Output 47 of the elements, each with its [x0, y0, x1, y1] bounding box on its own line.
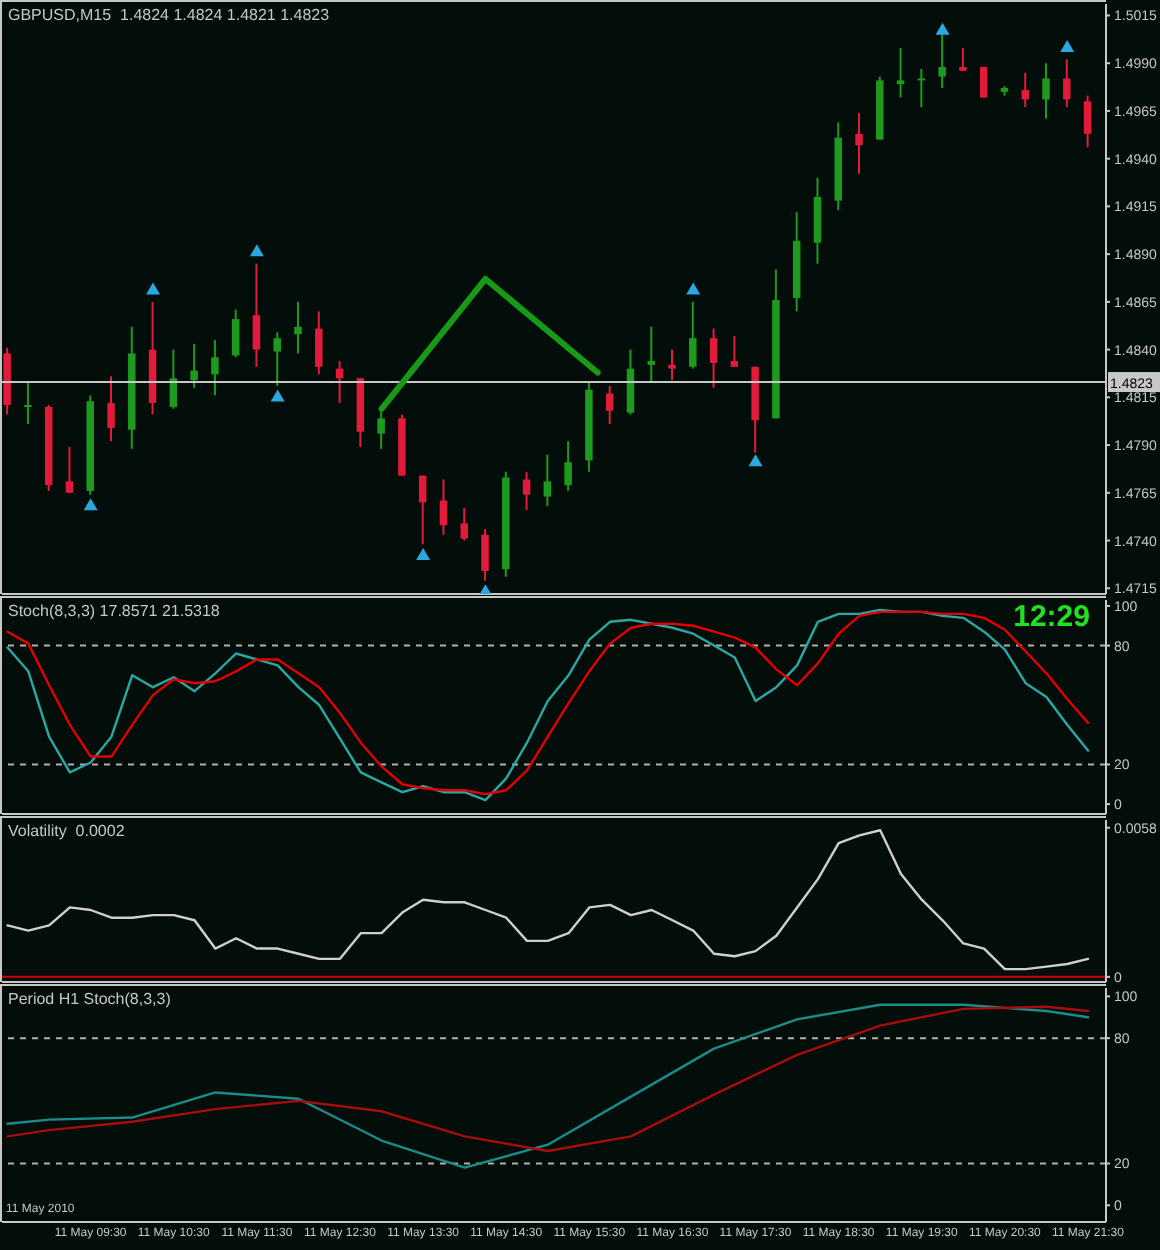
chart-title: Stoch(8,3,3) 17.8571 21.5318 — [8, 602, 220, 620]
candlestick — [439, 478, 448, 536]
point — [748, 454, 763, 467]
candlestick — [647, 325, 655, 384]
candlestick — [294, 300, 302, 355]
point — [416, 547, 431, 560]
candlestick — [1083, 94, 1092, 149]
candlestick — [605, 384, 614, 426]
candlestick — [543, 453, 552, 508]
candlestick — [231, 308, 240, 359]
candlestick — [481, 528, 489, 582]
point — [249, 244, 264, 257]
chart-title: Volatility 0.0002 — [8, 822, 125, 840]
candlestick — [564, 440, 572, 492]
point — [1060, 40, 1075, 53]
point — [270, 389, 285, 402]
candlestick — [979, 66, 988, 99]
candlestick — [668, 348, 676, 382]
candlestick — [65, 445, 74, 494]
candlestick — [190, 342, 198, 389]
candlestick — [730, 335, 739, 368]
candlestick — [626, 348, 635, 416]
candlestick — [813, 176, 822, 265]
candlestick — [689, 300, 697, 370]
candlestick — [917, 67, 926, 109]
candlestick — [460, 507, 468, 542]
point — [935, 22, 950, 35]
candlestick — [1042, 62, 1050, 120]
candlestick — [252, 262, 261, 368]
point — [145, 282, 160, 295]
annotation: 12:29 — [1013, 600, 1090, 634]
candlestick — [211, 339, 219, 397]
candlestick — [896, 46, 905, 99]
chart-title: GBPUSD,M15 1.4824 1.4824 1.4821 1.4823 — [8, 6, 330, 24]
candlestick — [1063, 58, 1071, 109]
candlestick — [273, 331, 281, 387]
candlestick — [107, 375, 115, 443]
candlestick — [315, 310, 323, 376]
candlestick — [855, 111, 863, 175]
candlestick — [709, 327, 718, 389]
candlestick — [418, 474, 427, 546]
chart-title: Period H1 Stoch(8,3,3) — [8, 990, 171, 1008]
candlestick — [522, 470, 531, 511]
candlestick — [959, 46, 967, 72]
point — [686, 282, 701, 295]
point — [83, 498, 98, 511]
candlestick — [24, 381, 32, 426]
